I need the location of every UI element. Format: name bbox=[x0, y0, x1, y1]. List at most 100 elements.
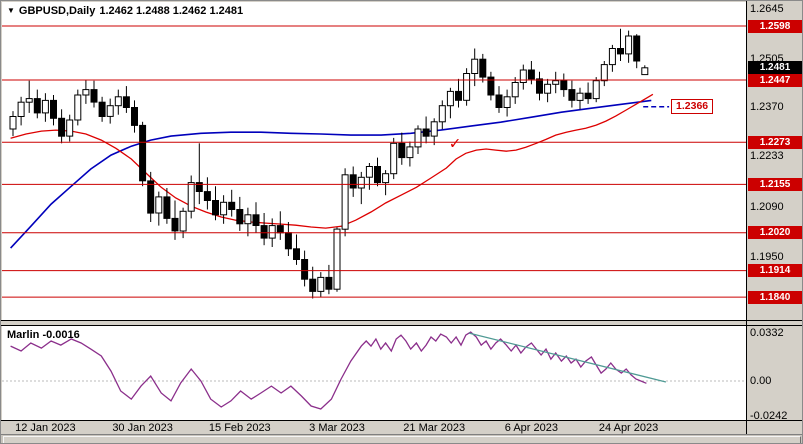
candle-body bbox=[527, 69, 535, 80]
candle-body bbox=[106, 105, 114, 117]
candle-body bbox=[503, 96, 511, 109]
candle-body bbox=[228, 201, 236, 211]
candle-body bbox=[552, 80, 560, 85]
horizontal-scrollbar-thumb[interactable] bbox=[3, 436, 801, 443]
symbol-dropdown-icon: ▼ bbox=[7, 6, 15, 15]
candle-body bbox=[633, 35, 641, 62]
candle-body bbox=[90, 89, 98, 103]
candle-body bbox=[625, 35, 633, 55]
candle-body bbox=[155, 196, 163, 214]
chart-header: ▼ GBPUSD,Daily 1.2462 1.2488 1.2462 1.2481 bbox=[7, 5, 247, 17]
candle-body bbox=[252, 214, 260, 227]
candle-body bbox=[179, 210, 187, 232]
candle-body bbox=[560, 80, 568, 91]
candle-body bbox=[163, 196, 171, 219]
candle-body bbox=[33, 98, 41, 114]
candle-body bbox=[203, 191, 211, 202]
candle-body bbox=[220, 201, 228, 216]
price-axis-divider bbox=[746, 1, 747, 434]
main-price-panel[interactable] bbox=[2, 2, 746, 320]
candle-body bbox=[333, 228, 341, 290]
candle-body bbox=[9, 116, 17, 130]
candle-body bbox=[357, 176, 365, 189]
candle-body bbox=[592, 80, 600, 100]
moving-average-blue bbox=[10, 99, 652, 249]
candle-body bbox=[41, 99, 49, 114]
checkmark-annotation: ✓ bbox=[449, 134, 462, 152]
candle-body bbox=[293, 248, 300, 261]
candle-body bbox=[536, 78, 543, 94]
candle-body bbox=[317, 276, 325, 292]
candle-body bbox=[495, 94, 503, 108]
candle-body bbox=[341, 174, 349, 230]
horizontal-scrollbar-track[interactable] bbox=[1, 434, 802, 443]
candle-body bbox=[139, 124, 147, 182]
candle-body bbox=[511, 82, 519, 98]
candle-body bbox=[325, 276, 333, 290]
candle-body bbox=[406, 146, 414, 159]
candle-body bbox=[584, 92, 592, 100]
candle-body bbox=[414, 128, 422, 148]
candle-body bbox=[276, 225, 284, 234]
indicator-trendline[interactable] bbox=[468, 332, 667, 383]
candle-body bbox=[349, 174, 357, 189]
candle-body bbox=[398, 142, 406, 159]
symbol-timeframe-label: GBPUSD,Daily bbox=[18, 5, 96, 17]
candle-body bbox=[374, 166, 381, 184]
candle-body bbox=[301, 259, 309, 280]
candle-body bbox=[544, 83, 552, 94]
candle-body bbox=[171, 217, 179, 232]
candle-body bbox=[365, 166, 373, 178]
moving-average-red bbox=[10, 93, 654, 229]
candle-body bbox=[58, 117, 66, 137]
candle-body bbox=[212, 200, 219, 216]
candle-body bbox=[131, 107, 138, 126]
candle-body bbox=[195, 182, 203, 193]
candle-body bbox=[455, 90, 462, 101]
candle-body bbox=[50, 99, 57, 119]
candlesticks bbox=[9, 28, 649, 299]
candle-body bbox=[382, 173, 390, 184]
candle-body bbox=[422, 128, 430, 137]
horizontal-price-levels[interactable] bbox=[2, 25, 746, 298]
candle-body bbox=[446, 90, 454, 107]
ohlc-values: 1.2462 1.2488 1.2462 1.2481 bbox=[99, 5, 244, 17]
candle-body bbox=[17, 101, 25, 117]
date-axis-divider bbox=[1, 420, 802, 421]
candle-body bbox=[487, 76, 495, 96]
candle-body bbox=[608, 48, 616, 66]
candle-body bbox=[576, 92, 584, 101]
marlin-line bbox=[10, 331, 647, 410]
candle-body bbox=[236, 209, 244, 225]
candle-body bbox=[430, 121, 438, 137]
candle-body bbox=[147, 180, 155, 214]
candle-body bbox=[519, 69, 527, 83]
candle-body bbox=[74, 94, 82, 121]
candle-body bbox=[82, 89, 90, 96]
panel-separator[interactable] bbox=[1, 320, 802, 326]
candle-body bbox=[98, 101, 106, 117]
candle-body bbox=[25, 98, 33, 103]
candle-body bbox=[390, 142, 398, 175]
target-price-callout[interactable]: 1.2366 bbox=[671, 99, 714, 115]
candle-body bbox=[187, 182, 195, 212]
candle-body bbox=[66, 119, 74, 137]
candle-body bbox=[438, 105, 446, 123]
candle-body bbox=[471, 58, 479, 75]
candle-body bbox=[284, 232, 292, 250]
candle-body bbox=[641, 67, 649, 76]
candle-body bbox=[268, 225, 276, 239]
candle-body bbox=[260, 225, 268, 239]
candle-body bbox=[617, 48, 624, 55]
candle-body bbox=[122, 96, 130, 109]
candle-body bbox=[479, 58, 487, 78]
indicator-label: Marlin -0.0016 bbox=[7, 329, 80, 341]
candle-body bbox=[463, 73, 471, 101]
candle-body bbox=[244, 214, 252, 225]
candle-body bbox=[600, 64, 608, 82]
candle-body bbox=[568, 89, 576, 101]
candle-body bbox=[114, 96, 122, 107]
candle-body bbox=[309, 278, 317, 292]
